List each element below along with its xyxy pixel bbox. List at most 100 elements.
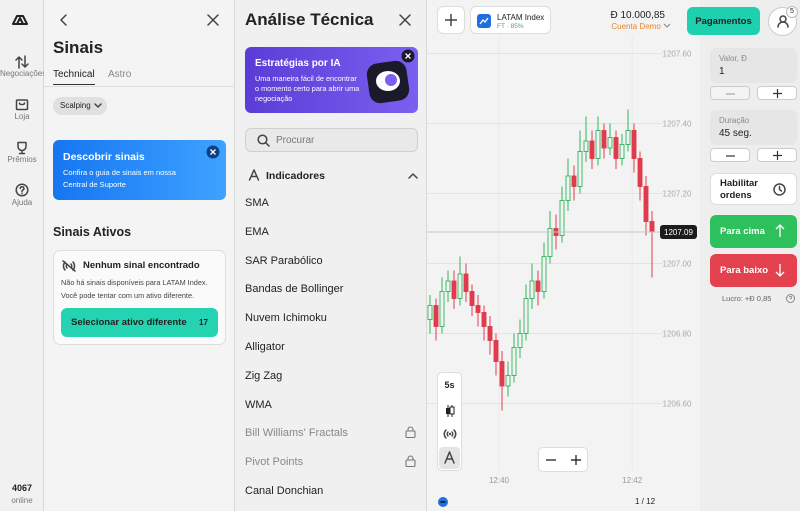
duration-minus[interactable] <box>710 148 750 162</box>
candle-body <box>589 140 595 159</box>
nav-item[interactable]: Ajuda <box>11 198 33 207</box>
candle-body <box>475 305 481 313</box>
candle-body <box>523 298 529 334</box>
page-indicator: 1 / 12 <box>635 497 656 506</box>
indicator-item[interactable]: SMA <box>245 197 269 209</box>
y-tick-label: 1207.20 <box>663 190 692 199</box>
promo-card: Estratégias por IA Uma maneira fácil de … <box>245 47 418 113</box>
account-type[interactable]: Cuenta Demo <box>611 22 671 31</box>
user-icon <box>777 15 789 28</box>
candle-body <box>481 312 487 327</box>
info-banner: Descobrir sinais Confira o guia de sinai… <box>53 140 226 200</box>
up-label: Para cima <box>720 226 765 237</box>
last-price-box <box>660 225 697 239</box>
chevron[interactable] <box>408 172 418 179</box>
candle-body <box>595 130 601 159</box>
trade-panel: Valor, Đ 1 Duração 45 seg. Habilitar ord… <box>700 40 800 511</box>
tab[interactable]: Technical <box>53 69 95 85</box>
amount-input[interactable]: Valor, Đ 1 <box>710 48 797 83</box>
plus-icon <box>445 14 457 26</box>
chart-area: 1207.60 1207.40 1207.20 1207.00 1206.80 1206.… <box>427 0 700 511</box>
candle-body <box>613 137 619 159</box>
indicator-item[interactable]: SAR Parabólico <box>245 254 323 267</box>
section-title: Sinais Ativos <box>53 225 132 239</box>
chevron <box>663 23 671 28</box>
indicator-item[interactable]: Bandas de Bollinger <box>245 283 344 296</box>
profile-button[interactable]: 5 <box>768 6 798 36</box>
nav-item[interactable]: Negociações <box>0 69 47 78</box>
nav-item[interactable]: Loja <box>14 112 30 121</box>
filter-label: Scalping <box>60 101 91 110</box>
signals-button[interactable] <box>443 428 457 440</box>
back-button[interactable] <box>58 13 70 27</box>
y-tick-label: 1207.60 <box>663 50 692 59</box>
indicators-button[interactable] <box>439 447 460 469</box>
down-button[interactable]: Para baixo <box>710 254 797 287</box>
candle-body <box>625 130 631 145</box>
zoom-in[interactable] <box>571 455 581 465</box>
promo-icon <box>366 60 410 104</box>
asset-selector[interactable]: LATAM Index FT · 85% <box>470 6 551 34</box>
search-box[interactable]: Procurar <box>245 128 418 152</box>
amount-minus[interactable] <box>710 86 750 100</box>
close-button[interactable] <box>399 14 411 26</box>
candle-body <box>643 186 649 222</box>
plus-icon <box>773 89 782 98</box>
zoom-out[interactable] <box>546 459 556 461</box>
help-icon[interactable] <box>786 294 795 303</box>
asset-payout: FT · 85% <box>497 23 524 30</box>
duration-value: 45 seg. <box>719 128 752 139</box>
indicator-item[interactable]: Bill Williams' Fractals <box>245 427 348 440</box>
minus-icon <box>726 93 735 95</box>
indicator-item[interactable]: Nuvem Ichimoku <box>245 312 327 325</box>
indicator-item[interactable]: EMA <box>245 225 269 238</box>
nav-item[interactable]: Prêmios <box>7 155 37 164</box>
close-button[interactable] <box>207 14 219 26</box>
nav-icon <box>15 183 29 197</box>
filter-pill[interactable]: Scalping <box>53 97 107 115</box>
empty-card: Nenhum sinal encontrado Não há sinais di… <box>53 250 226 345</box>
candle-body <box>577 151 583 187</box>
profit-label: Lucro: +Đ 0,85 <box>722 294 772 303</box>
empty-text: Não há sinais disponíveis para LATAM Ind… <box>61 278 208 300</box>
duration-plus[interactable] <box>757 148 797 162</box>
add-asset-button[interactable] <box>437 6 465 34</box>
amount-plus[interactable] <box>757 86 797 100</box>
promo-close[interactable] <box>401 49 415 63</box>
select-asset-button[interactable]: Selecionar ativo diferente 17 <box>61 308 218 337</box>
candle-body <box>511 347 517 376</box>
arrow-down <box>775 264 785 277</box>
tab-divider <box>44 86 235 87</box>
scroll-handle[interactable] <box>438 497 448 507</box>
tab[interactable]: Astro <box>108 69 132 80</box>
indicator-item[interactable]: Canal Donchian <box>245 485 324 497</box>
indicator-item[interactable]: Pivot Points <box>245 456 304 469</box>
candle-body <box>631 130 637 159</box>
last-price-label: 1207.09 <box>664 228 693 237</box>
up-button[interactable]: Para cima <box>710 215 797 248</box>
promo-title: Estratégias por IA <box>255 58 341 69</box>
duration-label: Duração <box>719 116 750 125</box>
duration-input[interactable]: Duração 45 seg. <box>710 110 797 145</box>
indicator-item[interactable]: Zig Zag <box>245 369 283 382</box>
analysis-panel: Análise Técnica Estratégias por IA Uma m… <box>235 0 427 511</box>
section-title: Indicadores <box>266 170 325 182</box>
empty-title: Nenhum sinal encontrado <box>83 260 200 271</box>
indicators-icon <box>248 169 260 181</box>
clock-icon <box>773 183 786 196</box>
balance: Đ 10.000,85 <box>610 10 666 21</box>
indicator-item[interactable]: WMA <box>245 398 272 411</box>
banner-close[interactable] <box>206 145 220 159</box>
orders-button[interactable]: Habilitar ordens <box>710 173 797 205</box>
indicator-item[interactable]: Alligator <box>245 341 285 353</box>
y-tick-label: 1206.60 <box>663 400 692 409</box>
candlestick-chart: 1207.60 1207.40 1207.20 1207.00 1206.80 1206.… <box>427 36 697 485</box>
payments-button[interactable]: Pagamentos <box>687 7 760 35</box>
interval-button[interactable]: 5s <box>444 380 455 390</box>
payments-label: Pagamentos <box>695 16 752 27</box>
nav-icon <box>15 55 29 69</box>
chart-type-button[interactable] <box>444 404 456 418</box>
orders-label: Habilitar ordens <box>720 178 759 201</box>
signal-off-icon <box>62 260 76 272</box>
